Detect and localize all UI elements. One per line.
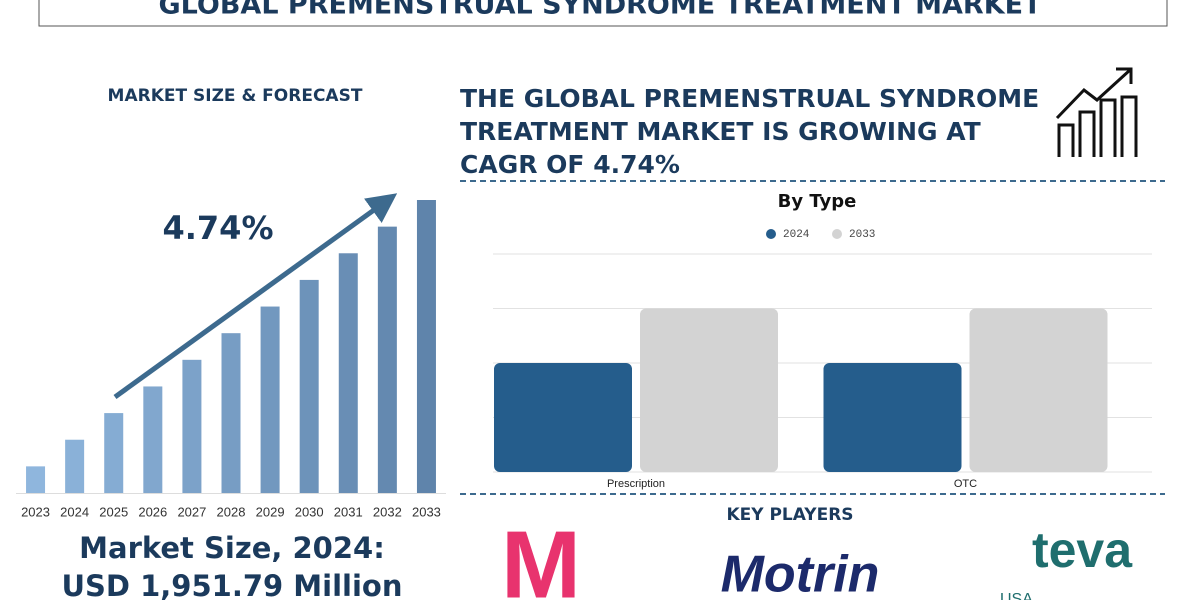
chart-title: By Type bbox=[778, 191, 857, 212]
bar bbox=[416, 200, 436, 493]
x-tick-label: 2023 bbox=[21, 504, 50, 519]
x-tick-label: 2033 bbox=[412, 504, 441, 519]
headline: CAGR OF 4.74% bbox=[460, 150, 680, 179]
market-size: Market Size, 2024: bbox=[79, 531, 385, 565]
market-size: USD 1,951.79 Million bbox=[62, 569, 403, 600]
trend-arrow bbox=[113, 193, 398, 400]
bar bbox=[65, 439, 85, 493]
cagr-label: 4.74% bbox=[162, 209, 273, 247]
logo: Motrin bbox=[721, 546, 880, 600]
bar bbox=[640, 308, 778, 472]
x-tick-label: 2031 bbox=[334, 504, 363, 519]
bar bbox=[182, 359, 202, 493]
headline: TREATMENT MARKET IS GROWING AT bbox=[460, 117, 981, 146]
bar bbox=[494, 363, 632, 472]
logo: M bbox=[501, 511, 581, 600]
header-title: GLOBAL PREMENSTRUAL SYNDROME TREATMENT M… bbox=[158, 0, 1042, 21]
x-tick-label: Prescription bbox=[607, 478, 665, 490]
key-players-title: KEY PLAYERS bbox=[726, 505, 853, 525]
growth-icon bbox=[1055, 67, 1138, 157]
bar bbox=[221, 333, 241, 493]
bar bbox=[143, 386, 163, 493]
header-box bbox=[38, 0, 1168, 27]
bar bbox=[299, 279, 319, 493]
left-heading: MARKET SIZE & FORECAST bbox=[108, 86, 363, 106]
x-tick-label: 2024 bbox=[60, 504, 89, 519]
x-tick-label: 2030 bbox=[295, 504, 324, 519]
x-tick-label: 2026 bbox=[138, 504, 167, 519]
x-tick-label: 2028 bbox=[217, 504, 246, 519]
logo: teva bbox=[1032, 522, 1133, 578]
headline: THE GLOBAL PREMENSTRUAL SYNDROME bbox=[460, 84, 1039, 113]
legend-marker bbox=[766, 229, 776, 239]
bar bbox=[338, 253, 358, 493]
bar bbox=[260, 306, 280, 493]
bar bbox=[969, 308, 1108, 472]
x-tick-label: 2029 bbox=[256, 504, 285, 519]
x-tick-label: OTC bbox=[954, 478, 977, 490]
x-tick-label: 2025 bbox=[99, 504, 128, 519]
bar bbox=[823, 363, 962, 472]
logo: USA bbox=[1000, 591, 1033, 600]
legend-label: 2033 bbox=[849, 229, 875, 241]
x-tick-label: 2027 bbox=[177, 504, 206, 519]
bar bbox=[377, 226, 397, 494]
bar bbox=[26, 466, 46, 493]
legend-label: 2024 bbox=[783, 229, 810, 241]
bar bbox=[104, 413, 124, 493]
legend-marker bbox=[832, 229, 842, 239]
x-tick-label: 2032 bbox=[373, 504, 402, 519]
